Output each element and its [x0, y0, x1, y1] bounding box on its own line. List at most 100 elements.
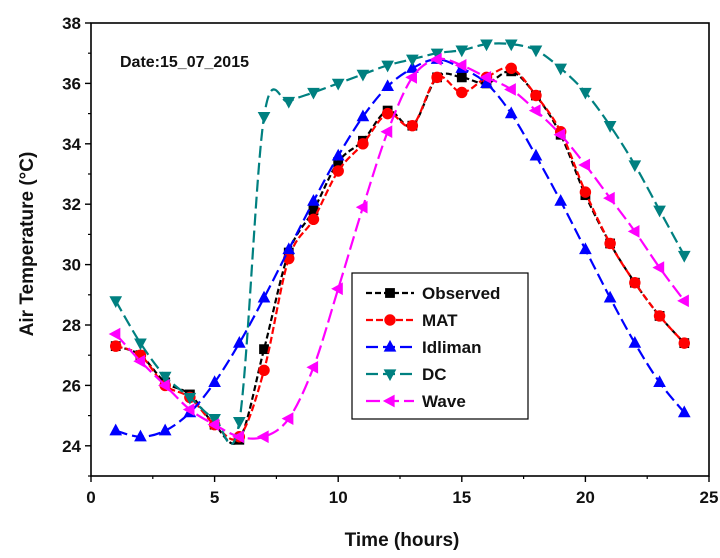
data-point-idliman [356, 109, 370, 122]
legend-label: Wave [422, 392, 466, 411]
data-point-dc [158, 371, 172, 384]
data-point-mat [653, 310, 666, 322]
data-point-wave [281, 412, 294, 425]
legend-marker [382, 394, 395, 408]
data-point-dc [331, 78, 345, 91]
data-point-idliman [603, 290, 617, 303]
data-point-wave [158, 379, 170, 392]
y-tick-label: 30 [62, 256, 81, 275]
legend-label: Observed [422, 284, 500, 303]
data-point-wave [504, 83, 516, 96]
data-point-idliman [653, 375, 666, 388]
data-point-idliman [109, 423, 123, 436]
data-point-wave [380, 125, 393, 139]
data-point-observed [259, 344, 269, 355]
data-point-wave [232, 430, 244, 444]
x-tick-label: 0 [86, 488, 95, 507]
y-axis-title: Air Temperature (°C) [17, 152, 38, 337]
data-point-mat [505, 62, 517, 75]
data-point-dc [232, 417, 246, 429]
data-point-mat [357, 138, 369, 150]
data-point-dc [603, 121, 617, 133]
legend-marker [385, 288, 395, 298]
data-point-mat [604, 237, 616, 250]
data-point-mat [381, 107, 394, 120]
data-point-dc [653, 205, 666, 218]
legend-item-dc: DC [366, 365, 447, 384]
data-point-dc [134, 338, 147, 351]
y-tick-label: 24 [62, 437, 81, 456]
data-point-wave [355, 200, 368, 214]
data-point-wave [553, 128, 566, 142]
data-point-mat [431, 71, 443, 84]
data-point-wave [652, 261, 665, 274]
legend: Observed MAT Idliman DC Wave [351, 272, 529, 420]
data-point-wave [627, 225, 640, 238]
y-tick-label: 26 [62, 376, 81, 395]
data-point-mat [332, 165, 344, 177]
series-dc [109, 39, 691, 446]
data-point-wave [479, 71, 492, 84]
y-tick-label: 36 [62, 74, 81, 93]
data-point-wave [108, 327, 121, 341]
x-tick-label: 20 [576, 488, 595, 507]
data-point-idliman [381, 79, 394, 92]
data-point-dc [307, 87, 320, 100]
data-point-wave [603, 191, 615, 205]
data-point-observed [456, 72, 467, 83]
series-wave [108, 52, 689, 444]
data-point-idliman [331, 148, 345, 161]
data-point-dc [406, 54, 419, 67]
legend-box [351, 272, 529, 420]
data-point-idliman [579, 242, 592, 255]
data-point-idliman [134, 429, 147, 442]
data-point-wave [405, 71, 417, 84]
data-point-dc [504, 39, 518, 52]
data-point-wave [133, 354, 146, 368]
data-point-wave [256, 430, 269, 444]
data-point-wave [454, 58, 467, 72]
data-point-idliman [628, 336, 642, 348]
data-point-idliman [307, 194, 320, 206]
data-point-wave [578, 158, 591, 172]
data-point-dc [455, 45, 469, 58]
axes-layer: 0 5 10 15 20 25 24 26 28 30 32 34 36 38 [62, 14, 718, 507]
y-tick-label: 38 [62, 14, 81, 33]
data-point-dc [529, 45, 543, 58]
x-tick-label: 25 [700, 488, 719, 507]
x-tick-label: 5 [210, 488, 219, 507]
data-point-mat [579, 186, 592, 198]
y-tick-label: 32 [62, 195, 81, 214]
x-tick-label: 15 [452, 488, 471, 507]
data-point-mat [530, 89, 542, 102]
data-point-mat [629, 276, 641, 289]
data-point-mat [406, 119, 419, 132]
data-point-dc [282, 96, 296, 109]
data-point-idliman [677, 405, 691, 418]
data-point-mat [678, 337, 691, 349]
data-point-wave [677, 294, 689, 308]
x-tick-label: 10 [329, 488, 348, 507]
legend-item-observed: Observed [366, 284, 500, 303]
data-point-idliman [406, 61, 419, 73]
data-point-idliman [282, 242, 296, 255]
data-point-dc [381, 60, 394, 73]
legend-item-wave: Wave [366, 392, 466, 411]
data-point-mat [258, 364, 270, 377]
data-point-idliman [554, 194, 568, 206]
data-point-idliman [208, 375, 221, 388]
data-point-dc [109, 296, 123, 308]
data-point-dc [356, 69, 370, 82]
data-point-wave [182, 403, 195, 416]
data-point-dc [257, 111, 271, 124]
data-point-dc [628, 160, 642, 173]
data-point-dc [554, 63, 568, 76]
data-point-wave [331, 282, 343, 296]
legend-label: MAT [422, 311, 458, 330]
legend-marker [383, 339, 397, 352]
data-point-wave [429, 52, 442, 66]
data-point-dc [677, 250, 691, 263]
legend-item-idliman: Idliman [366, 338, 482, 357]
